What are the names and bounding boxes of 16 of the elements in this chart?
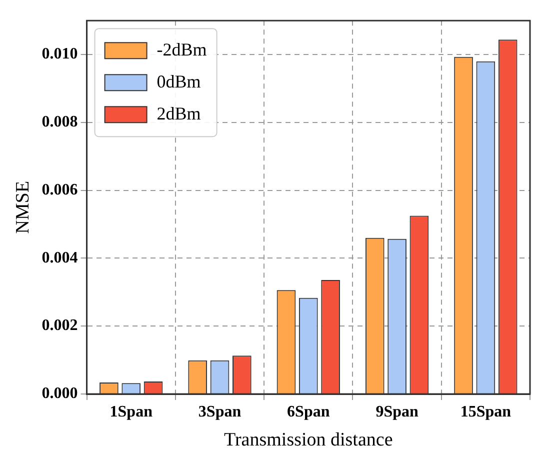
x-tick-label: 1Span <box>110 404 153 421</box>
y-tick-label: 0.010 <box>42 46 78 63</box>
x-tick-label: 9Span <box>376 404 418 421</box>
y-axis-title: NMSE <box>12 180 34 234</box>
legend-label: -2dBm <box>156 39 207 60</box>
x-tick-label: 15Span <box>460 404 512 421</box>
y-tick-label: 0.002 <box>42 317 78 334</box>
y-tick-label: 0.004 <box>42 249 78 266</box>
legend-label: 0dBm <box>156 71 201 92</box>
x-tick-label: 6Span <box>287 404 330 421</box>
x-tick-label: 3Span <box>198 404 242 421</box>
y-tick-label: 0.000 <box>42 385 78 402</box>
y-tick-label: 0.008 <box>42 114 78 131</box>
legend-label: 2dBm <box>156 103 201 124</box>
y-tick-label: 0.006 <box>42 181 78 198</box>
x-axis-title: Transmission distance <box>224 430 393 451</box>
